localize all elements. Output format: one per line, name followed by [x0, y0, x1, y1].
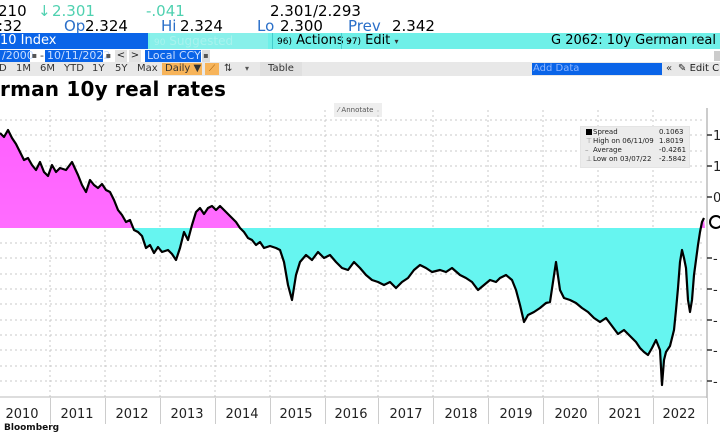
x-tick-2019: 2019: [499, 407, 533, 422]
x-tick-2018: 2018: [444, 407, 478, 422]
date-separator: -: [40, 49, 44, 62]
last-value-marker: [709, 215, 720, 229]
end-date-field[interactable]: 10/11/2022: [45, 49, 111, 62]
x-tick-2010: 2010: [5, 407, 39, 422]
range-ytd[interactable]: YTD: [64, 63, 84, 74]
down-arrow-icon: ↓: [38, 2, 51, 20]
open-value: 2.324: [85, 17, 128, 35]
line-chart-icon[interactable]: ⟋: [205, 63, 219, 75]
x-tick-2013: 2013: [170, 407, 204, 422]
next-period-button[interactable]: >: [129, 50, 141, 62]
open-label: Op: [64, 17, 86, 35]
x-tick-2012: 2012: [115, 407, 149, 422]
series-swatch-icon: [586, 129, 592, 135]
area-positive: [0, 130, 705, 228]
security-field[interactable]: 10 Index: [0, 33, 148, 49]
date-range-bar: /2000 ▪ - 10/11/2022 ▪ < > Local CCY ▪: [0, 49, 720, 62]
chevron-down-icon[interactable]: ▾: [245, 64, 250, 73]
svg-text:0: 0: [713, 191, 720, 206]
svg-text:-: -: [713, 344, 718, 359]
svg-text:-: -: [713, 283, 718, 298]
high-marker-icon: ⊤: [586, 137, 593, 145]
high-label: Hi: [161, 17, 177, 35]
command-toolbar: 10 Index 90 Suggested Charts 96) Actions…: [0, 33, 720, 66]
legend-row-spread: Spread 0.1063: [581, 128, 691, 137]
x-tick-2015: 2015: [279, 407, 313, 422]
start-date-field[interactable]: /2000: [0, 49, 34, 62]
chevron-down-icon: ▾: [394, 37, 399, 46]
suggested-charts-button[interactable]: 90 Suggested Charts: [150, 33, 268, 66]
legend-row-average: – Average -0.4261: [585, 146, 687, 154]
annotate-button[interactable]: ⁄ Annotate: [334, 103, 382, 117]
range-toolbar: D 1M 6M YTD 1Y 5Y Max Daily ▼ ⟋ ⇅ ▾ Tabl…: [0, 62, 720, 76]
chart-id-title: G 2062: 10y German real: [551, 33, 716, 48]
prev-period-button[interactable]: <: [115, 50, 127, 62]
bloomberg-logo: Bloomberg: [4, 423, 60, 433]
x-tick-2016: 2016: [334, 407, 368, 422]
currency-select[interactable]: Local CCY: [145, 49, 201, 62]
range-5y[interactable]: 5Y: [115, 63, 128, 74]
last-price: 2.301: [52, 2, 95, 20]
grid-vertical: [49, 110, 654, 398]
legend-row-low: ⊥ Low on 03/07/22 -2.5842: [586, 155, 687, 163]
pencil-icon: ✎: [678, 63, 687, 74]
chevron-down-icon: ▾: [347, 37, 352, 46]
y-axis-labels: 1 1 0 - - - - -: [713, 129, 720, 390]
chart-plot-area[interactable]: 1 1 0 - - - - -: [0, 108, 720, 398]
svg-text:1: 1: [713, 160, 720, 175]
prev-label: Prev: [348, 17, 381, 35]
range-6m[interactable]: 6M: [40, 63, 55, 74]
low-label: Lo: [257, 17, 275, 35]
ticker-fragment: 210: [0, 2, 27, 20]
edit-chart-button[interactable]: ✎ Edit Chart: [678, 63, 720, 74]
y-axis-ticks: [707, 134, 712, 382]
edit-menu[interactable]: 97) Edit ▾: [341, 33, 402, 49]
svg-text:-: -: [713, 375, 718, 390]
high-value: 2.324: [180, 17, 223, 35]
net-change: -.041: [146, 2, 185, 20]
svg-text:1: 1: [713, 129, 720, 144]
bid-ask: 2.301/2.293: [270, 2, 361, 20]
low-value: 2.300: [280, 17, 323, 35]
chart-legend[interactable]: Spread 0.1063 ⊤ High on 06/11/09 1.8019 …: [580, 126, 690, 168]
low-marker-icon: ⊥: [586, 155, 593, 163]
prev-value: 2.342: [392, 17, 435, 35]
legend-row-high: ⊤ High on 06/11/09 1.8019: [586, 137, 684, 145]
range-max[interactable]: Max: [137, 63, 158, 74]
calendar-icon[interactable]: ▪: [105, 51, 112, 60]
x-tick-2017: 2017: [389, 407, 423, 422]
calendar-icon[interactable]: ▪: [31, 51, 38, 60]
x-tick-2021: 2021: [608, 407, 642, 422]
actions-menu[interactable]: 96) Actions ▾: [272, 33, 356, 49]
svg-text:-: -: [713, 252, 718, 267]
x-tick-2020: 2020: [554, 407, 588, 422]
x-tick-2014: 2014: [225, 407, 259, 422]
scrollbar[interactable]: [714, 51, 720, 61]
x-axis: 2010 2011 2012 2013 2014 2015 2016 2017 …: [0, 398, 720, 424]
chart-type-icon[interactable]: ⇅: [224, 63, 233, 74]
frequency-select[interactable]: Daily ▼: [162, 63, 202, 75]
x-tick-2022: 2022: [662, 407, 696, 422]
table-button[interactable]: Table: [260, 62, 302, 76]
x-tick-2011: 2011: [60, 407, 94, 422]
range-1y[interactable]: 1Y: [92, 63, 105, 74]
range-1d[interactable]: D: [0, 63, 7, 74]
average-marker-icon: –: [585, 146, 589, 154]
pencil-icon: ⁄: [338, 106, 340, 114]
add-data-input[interactable]: Add Data: [532, 63, 662, 75]
svg-text:-: -: [713, 314, 718, 329]
area-negative: [0, 228, 705, 385]
time-fragment: :32: [0, 17, 23, 35]
series-line: [0, 128, 705, 387]
collapse-icon[interactable]: «: [666, 63, 673, 74]
chart-title: rman 10y real rates: [0, 77, 227, 101]
range-1m[interactable]: 1M: [16, 63, 31, 74]
chevron-down-icon[interactable]: ▪: [202, 50, 210, 62]
